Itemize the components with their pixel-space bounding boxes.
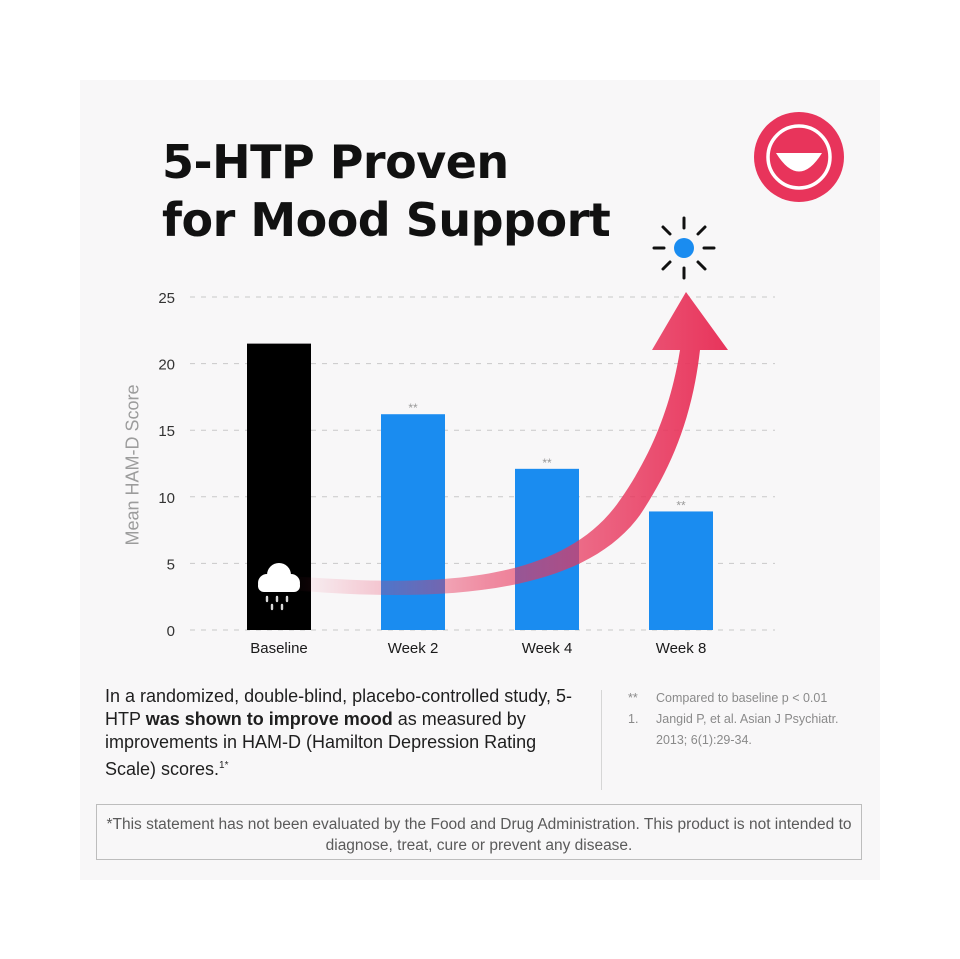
page-title: 5-HTP Proven for Mood Support xyxy=(162,133,611,249)
footnote-mark: 1. xyxy=(628,712,639,726)
infographic-card xyxy=(80,80,880,880)
title-line-2: for Mood Support xyxy=(162,193,611,247)
y-tick-label: 0 xyxy=(167,623,175,640)
rain-cloud-icon xyxy=(258,563,300,611)
x-tick-label: Week 4 xyxy=(522,640,573,657)
significance-marker: ** xyxy=(676,498,686,512)
x-tick-label: Week 2 xyxy=(388,640,439,657)
bar-week-2 xyxy=(381,414,445,630)
y-tick-label: 25 xyxy=(158,290,175,307)
y-tick-label: 10 xyxy=(158,490,175,507)
upward-arrow-icon xyxy=(290,292,728,596)
bar-week-8 xyxy=(649,511,713,630)
footnote-text: Compared to baseline p < 0.01 xyxy=(656,691,828,705)
title-line-1: 5-HTP Proven xyxy=(162,135,509,189)
study-text-bold: was shown to improve mood xyxy=(145,709,393,729)
smiley-face-icon xyxy=(754,112,844,202)
footnote-reference: 1. Jangid P, et al. Asian J Psychiatr. 2… xyxy=(628,709,856,751)
fda-disclaimer: *This statement has not been evaluated b… xyxy=(96,804,862,860)
study-text-part2: as measured by improvements in HAM-D (Ha… xyxy=(105,709,537,779)
x-tick-label: Week 8 xyxy=(656,640,707,657)
footnote-significance: ** Compared to baseline p < 0.01 xyxy=(628,688,856,709)
footnote-text: Jangid P, et al. Asian J Psychiatr. 2013… xyxy=(656,712,839,747)
x-tick-label: Baseline xyxy=(250,640,308,657)
y-tick-label: 20 xyxy=(158,357,175,374)
footnotes: ** Compared to baseline p < 0.01 1. Jang… xyxy=(628,688,856,751)
sun-icon xyxy=(652,216,716,280)
y-tick-label: 5 xyxy=(167,556,175,573)
footnote-mark: ** xyxy=(628,691,638,705)
y-axis-label: Mean HAM-D Score xyxy=(122,384,143,546)
y-tick-label: 15 xyxy=(158,423,175,440)
study-text-part1: In a randomized, double-blind, placebo-c… xyxy=(105,686,572,729)
divider xyxy=(601,690,602,790)
significance-marker: ** xyxy=(408,401,418,415)
significance-marker: ** xyxy=(542,456,552,470)
study-description: In a randomized, double-blind, placebo-c… xyxy=(105,685,575,781)
footnote-marker: 1* xyxy=(219,760,229,771)
